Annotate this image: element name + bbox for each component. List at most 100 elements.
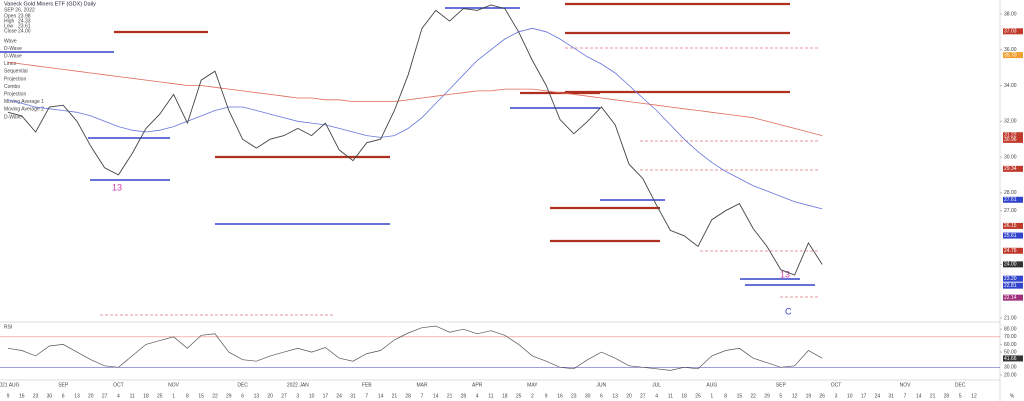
day-label: 6 xyxy=(241,393,244,399)
day-label: 8 xyxy=(724,393,727,399)
price-label-box xyxy=(1003,282,1023,289)
indicator: D-Wave xyxy=(4,46,22,52)
day-label: 9 xyxy=(7,393,10,399)
month-label: 2022 JAN xyxy=(287,382,309,388)
month-label: DEC xyxy=(955,382,966,388)
day-label: 6 xyxy=(600,393,603,399)
day-label: 15 xyxy=(198,393,204,399)
day-label: 5 xyxy=(779,393,782,399)
day-label: 13 xyxy=(74,393,80,399)
price-label: 22.81 xyxy=(1004,283,1017,289)
day-label: 12 xyxy=(792,393,798,399)
day-label: 30 xyxy=(47,393,53,399)
moving-average xyxy=(7,61,823,136)
day-label: 31 xyxy=(350,393,356,399)
price-label: 37.03 xyxy=(1004,29,1017,35)
price-label-box xyxy=(1003,247,1023,254)
day-label: 14 xyxy=(378,393,384,399)
price-label-box xyxy=(1003,165,1023,172)
day-label: 25 xyxy=(695,393,701,399)
month-label: AUG xyxy=(706,382,717,388)
month-label: JUL xyxy=(652,382,661,388)
day-label: 11 xyxy=(130,393,135,399)
day-label: 14 xyxy=(433,393,439,399)
annotation: C xyxy=(785,306,792,316)
indicator: Wave xyxy=(4,38,17,44)
indicator: Moving Average 1 xyxy=(4,99,44,105)
price-label-box xyxy=(1003,261,1023,268)
day-label: 1 xyxy=(710,393,713,399)
price-label: 27.61 xyxy=(1004,197,1017,203)
day-label: 25 xyxy=(157,393,163,399)
day-label: 7 xyxy=(421,393,424,399)
month-label: NOV xyxy=(900,382,912,388)
levels xyxy=(0,2,820,316)
month-label: MAR xyxy=(416,382,428,388)
day-label: 23 xyxy=(33,393,39,399)
indicator: Lines xyxy=(4,61,16,67)
y-tick-label: 34.00 xyxy=(1004,83,1017,89)
ohlc-key: Low xyxy=(4,23,14,29)
day-label: 3 xyxy=(296,393,299,399)
day-label: 8 xyxy=(186,393,189,399)
day-label: 25 xyxy=(516,393,522,399)
y-tick-label: 32.00 xyxy=(1004,119,1017,125)
y-tick-label: 28.00 xyxy=(1004,190,1017,196)
rsi-tick-label: 80.00 xyxy=(1004,327,1017,333)
rsi-tick-label: 60.00 xyxy=(1004,342,1017,348)
day-label: 6 xyxy=(62,393,65,399)
price-label: 35.70 xyxy=(1004,52,1017,58)
ohlc-key: Close xyxy=(4,28,17,34)
price-label: 30.96 xyxy=(1004,137,1017,143)
rsi-tick-label: 50.00 xyxy=(1004,349,1017,355)
rsi-last-box xyxy=(1003,355,1023,362)
day-label: 23 xyxy=(571,393,577,399)
title: Vaneck Gold Miners ETF (GDX) Daily xyxy=(4,1,96,7)
date: SEP 26, 2022 xyxy=(4,7,35,13)
day-label: 9 xyxy=(545,393,548,399)
y-tick-label: 30.00 xyxy=(1004,154,1017,160)
day-label: 18 xyxy=(143,393,149,399)
price-line xyxy=(7,4,823,276)
y-tick-label: 21.00 xyxy=(1004,315,1017,321)
month-label: OCT xyxy=(113,382,124,388)
rsi-last-label: 41.66 xyxy=(1004,356,1017,362)
ohlc-key: Open xyxy=(4,13,16,19)
price-label: 23.20 xyxy=(1004,276,1017,282)
month-label: NOV xyxy=(168,382,180,388)
month-label: APR xyxy=(472,382,483,388)
day-label: 10 xyxy=(309,393,315,399)
price-label-box xyxy=(1003,196,1023,203)
day-label: 15 xyxy=(737,393,743,399)
rsi-tick-label: 70.00 xyxy=(1004,334,1017,340)
day-label: 29 xyxy=(764,393,770,399)
price-label: 29.34 xyxy=(1004,166,1017,172)
day-label: 27 xyxy=(640,393,646,399)
day-label: 7 xyxy=(904,393,907,399)
day-label: 21 xyxy=(447,393,453,399)
day-label: 14 xyxy=(916,393,922,399)
day-label: 24 xyxy=(875,393,881,399)
y-tick-label: 27.00 xyxy=(1004,208,1017,214)
day-label: 19 xyxy=(806,393,812,399)
day-label: 29 xyxy=(226,393,232,399)
day-label: 28 xyxy=(461,393,467,399)
day-label: 27 xyxy=(102,393,108,399)
ohlc-key: High xyxy=(4,18,15,24)
price-label-box xyxy=(1003,294,1023,301)
month-label: SEP xyxy=(776,382,787,388)
price-label-box xyxy=(1003,132,1023,139)
month-label: MAY xyxy=(527,382,538,388)
day-label: 4 xyxy=(117,393,120,399)
rsi-tick-label: 20.00 xyxy=(1004,372,1017,378)
day-label: 20 xyxy=(626,393,632,399)
month-label: FEB xyxy=(362,382,372,388)
price-label-box xyxy=(1003,52,1023,59)
month-label: 2021 AUG xyxy=(0,382,20,388)
day-label: 31 xyxy=(888,393,894,399)
month-label: OCT xyxy=(831,382,842,388)
price-label: 24.76 xyxy=(1004,248,1017,254)
annotation: 13 xyxy=(780,269,790,279)
day-label: 28 xyxy=(405,393,411,399)
